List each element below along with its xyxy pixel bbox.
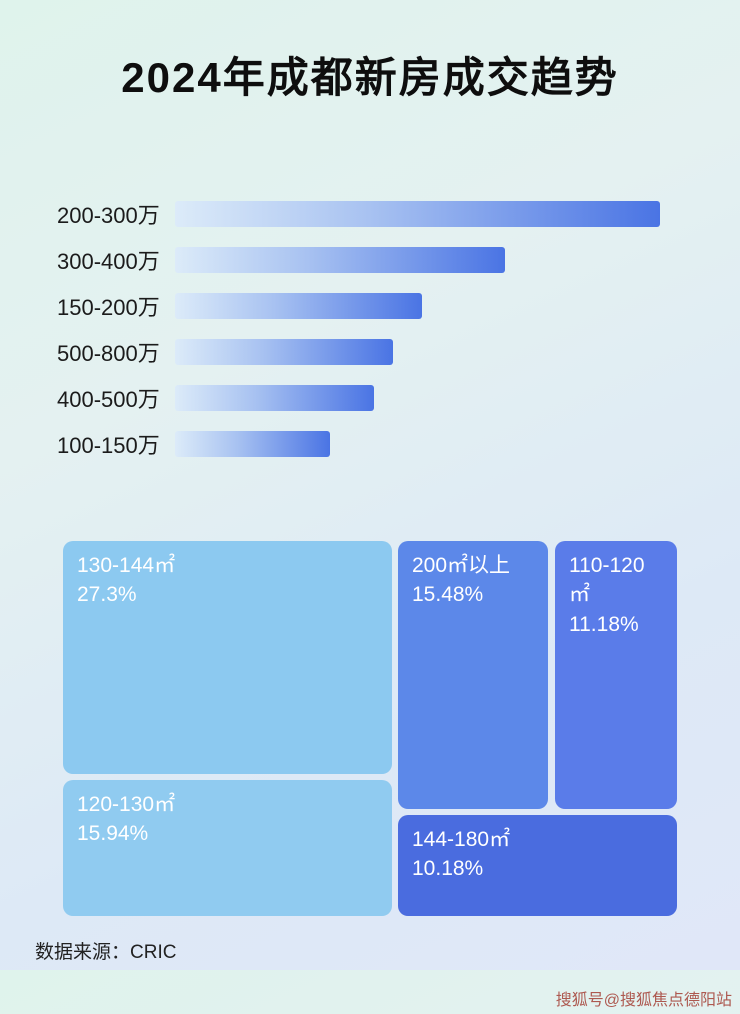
treemap-block-label: 200㎡以上	[412, 554, 511, 577]
bar	[175, 339, 394, 365]
bar-category-label: 500-800万	[57, 341, 160, 366]
treemap-block-144-180: 144-180㎡ 10.18%	[398, 815, 677, 916]
bar-category-label: 100-150万	[57, 433, 160, 458]
bar-category-label: 200-300万	[57, 203, 160, 228]
bar	[175, 293, 423, 319]
treemap-block-200-plus: 200㎡以上 15.48%	[398, 541, 548, 809]
bar-row: 400-500万	[57, 375, 740, 421]
treemap-block-value: 15.94%	[77, 822, 149, 846]
price-bar-chart: 200-300万 300-400万 150-200万 500-800万 400-…	[0, 191, 740, 467]
treemap-block-label: 130-144㎡	[77, 554, 176, 577]
bar-track	[175, 247, 660, 273]
treemap-block-value: 11.18%	[569, 612, 639, 636]
bar-row: 200-300万	[57, 191, 740, 237]
bar-row: 100-150万	[57, 421, 740, 467]
treemap-block-130-144: 130-144㎡ 27.3%	[63, 541, 392, 774]
bar	[175, 385, 374, 411]
bar-track	[175, 201, 660, 227]
data-source: 数据来源：CRIC	[35, 942, 177, 963]
bar-row: 300-400万	[57, 237, 740, 283]
bar-track	[175, 293, 660, 319]
bar-row: 150-200万	[57, 283, 740, 329]
watermark: 搜狐号@搜狐焦点德阳站	[555, 992, 732, 1009]
treemap-block-label: 144-180㎡	[412, 828, 511, 851]
bar-category-label: 400-500万	[57, 387, 160, 412]
bar-category-label: 150-200万	[57, 295, 160, 320]
treemap-block-value: 10.18%	[412, 857, 484, 881]
bar	[175, 431, 331, 457]
bar-track	[175, 431, 660, 457]
treemap-block-value: 15.48%	[412, 583, 484, 607]
bar-row: 500-800万	[57, 329, 740, 375]
treemap-block-value: 27.3%	[77, 583, 137, 607]
treemap-block-label: 110-120㎡	[569, 554, 645, 607]
bar-category-label: 300-400万	[57, 249, 160, 274]
bar	[175, 201, 660, 227]
area-treemap: 130-144㎡ 27.3% 120-130㎡ 15.94% 200㎡以上 15…	[0, 541, 740, 916]
bar-track	[175, 385, 660, 411]
bar-track	[175, 339, 660, 365]
treemap-block-110-120: 110-120㎡ 11.18%	[555, 541, 677, 809]
page-title: 2024年成都新房成交趋势	[121, 54, 619, 101]
treemap-block-120-130: 120-130㎡ 15.94%	[63, 780, 392, 916]
bar	[175, 247, 505, 273]
treemap-block-label: 120-130㎡	[77, 793, 176, 816]
